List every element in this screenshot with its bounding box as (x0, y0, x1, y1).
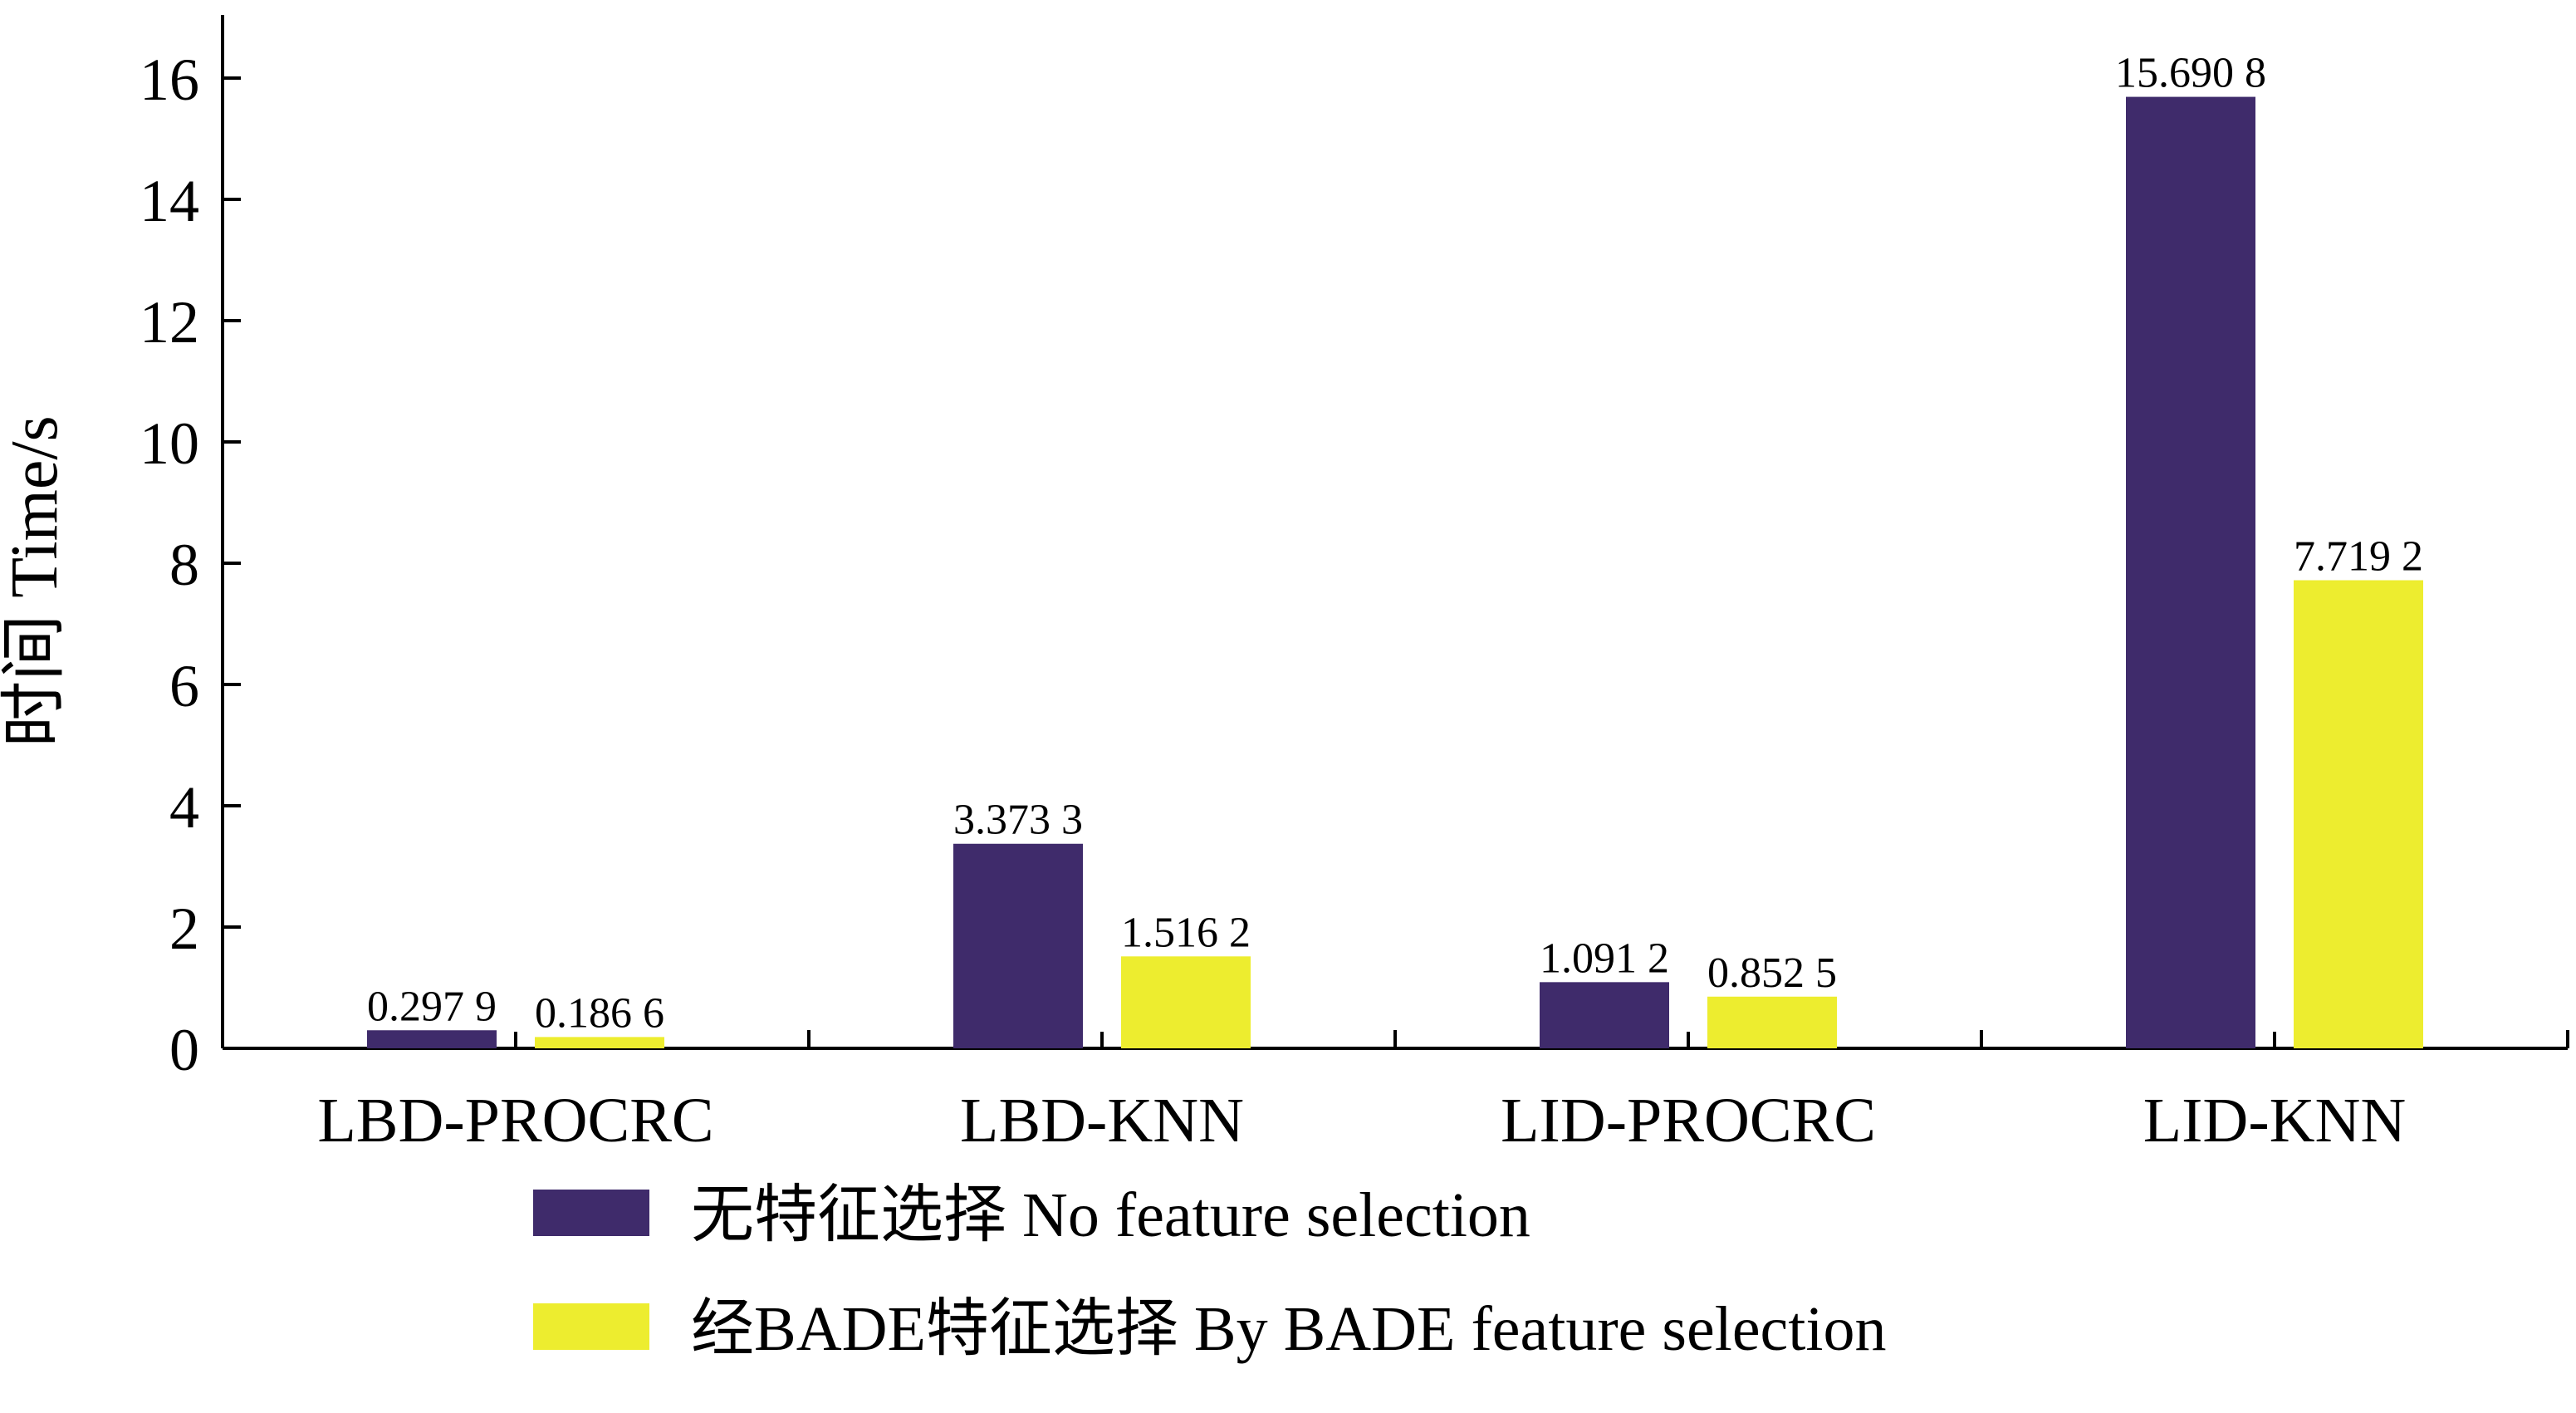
bar (367, 1030, 497, 1048)
bar (1707, 996, 1837, 1048)
bar (1540, 982, 1669, 1048)
bar (2294, 580, 2423, 1048)
legend: 无特征选择 No feature selection 经BADE特征选择 By B… (533, 1180, 1887, 1364)
legend-swatch (533, 1190, 649, 1236)
x-tick-label: LID-KNN (2143, 1086, 2407, 1155)
bar (535, 1037, 664, 1048)
data-labels: 0.297 9 0.186 6 3.373 3 1.516 2 1.091 2 0.852… (367, 50, 2423, 1038)
bar (1121, 956, 1251, 1048)
bar (953, 843, 1083, 1048)
y-tick-label: 4 (169, 774, 199, 841)
y-tick-label: 14 (140, 168, 199, 234)
x-tick-label: LBD-KNN (960, 1086, 1244, 1155)
data-label: 0.186 6 (535, 989, 664, 1037)
data-label: 1.516 2 (1121, 909, 1251, 956)
data-label: 0.297 9 (367, 983, 497, 1030)
y-tick-label: 0 (169, 1017, 199, 1083)
data-label: 7.719 2 (2294, 532, 2423, 580)
y-axis-title: 时间 Time/s (0, 415, 71, 747)
y-tick-label: 16 (140, 47, 199, 113)
y-tick-label: 2 (169, 895, 199, 962)
axes: 0 2 4 6 8 10 12 14 16 LBD-PROCRC LBD-KNN LID-PROCRC… (140, 15, 2569, 1155)
y-tick-label: 10 (140, 410, 199, 477)
y-tick-label: 6 (169, 653, 199, 719)
legend-label: 经BADE特征选择 By BADE feature selection (691, 1294, 1887, 1364)
y-tick-label: 12 (140, 289, 199, 356)
x-tick-label: LID-PROCRC (1501, 1086, 1876, 1155)
data-label: 3.373 3 (953, 797, 1083, 844)
legend-swatch (533, 1303, 649, 1350)
data-label: 0.852 5 (1707, 949, 1837, 997)
data-label: 1.091 2 (1540, 935, 1669, 982)
y-tick-label: 8 (169, 532, 199, 598)
x-tick-label: LBD-PROCRC (317, 1086, 713, 1155)
data-label: 15.690 8 (2115, 50, 2266, 97)
bars (367, 96, 2423, 1048)
bar (2126, 96, 2255, 1048)
legend-label: 无特征选择 No feature selection (691, 1180, 1530, 1250)
